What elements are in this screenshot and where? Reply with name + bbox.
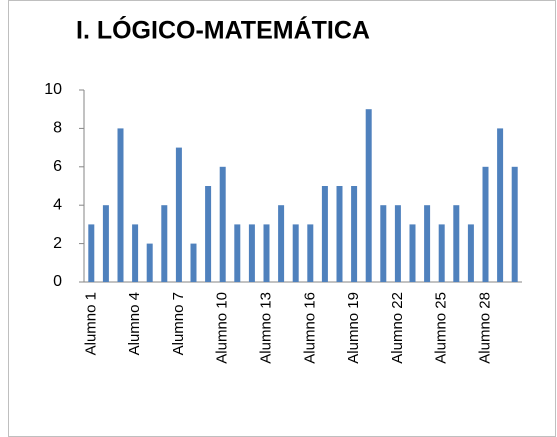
- bar: [117, 128, 124, 282]
- bar: [321, 186, 328, 282]
- bar: [190, 243, 197, 282]
- bar: [205, 186, 212, 282]
- bar: [380, 205, 387, 282]
- bar: [497, 128, 504, 282]
- x-tick-label: Alumno 13: [257, 292, 274, 364]
- bar: [409, 224, 416, 282]
- bar: [453, 205, 460, 282]
- bar: [292, 224, 299, 282]
- y-tick-label: 10: [44, 81, 62, 98]
- bar: [394, 205, 401, 282]
- x-tick-label: Alumno 7: [170, 292, 187, 355]
- y-tick-label: 2: [53, 235, 62, 252]
- chart-title: I. LÓGICO-MATEMÁTICA: [76, 15, 370, 45]
- x-tick-label: Alumno 28: [476, 292, 493, 364]
- y-tick-label: 6: [53, 158, 62, 175]
- y-tick-label: 0: [53, 273, 62, 290]
- x-tick-label: Alumno 25: [433, 292, 450, 364]
- bar: [351, 186, 358, 282]
- bar: [132, 224, 139, 282]
- x-tick-label: Alumno 19: [345, 292, 362, 364]
- bar: [161, 205, 168, 282]
- bar: [219, 166, 226, 282]
- bar: [438, 224, 445, 282]
- bar: [102, 205, 109, 282]
- bar: [482, 166, 489, 282]
- bar: [511, 166, 518, 282]
- y-tick-label: 8: [53, 120, 62, 137]
- bar: [175, 147, 182, 282]
- x-tick-label: Alumno 4: [126, 292, 143, 355]
- bar: [307, 224, 314, 282]
- bar: [278, 205, 285, 282]
- x-tick-label: Alumno 1: [82, 292, 99, 355]
- y-tick-label: 4: [53, 196, 62, 213]
- bar: [146, 243, 153, 282]
- bar: [336, 186, 343, 282]
- bar: [248, 224, 255, 282]
- bar: [234, 224, 241, 282]
- bar: [263, 224, 270, 282]
- x-tick-label: Alumno 10: [214, 292, 231, 364]
- bar: [88, 224, 95, 282]
- x-tick-label: Alumno 22: [389, 292, 406, 364]
- bar: [424, 205, 431, 282]
- bar: [467, 224, 474, 282]
- x-tick-label: Alumno 16: [301, 292, 318, 364]
- bar: [365, 109, 372, 282]
